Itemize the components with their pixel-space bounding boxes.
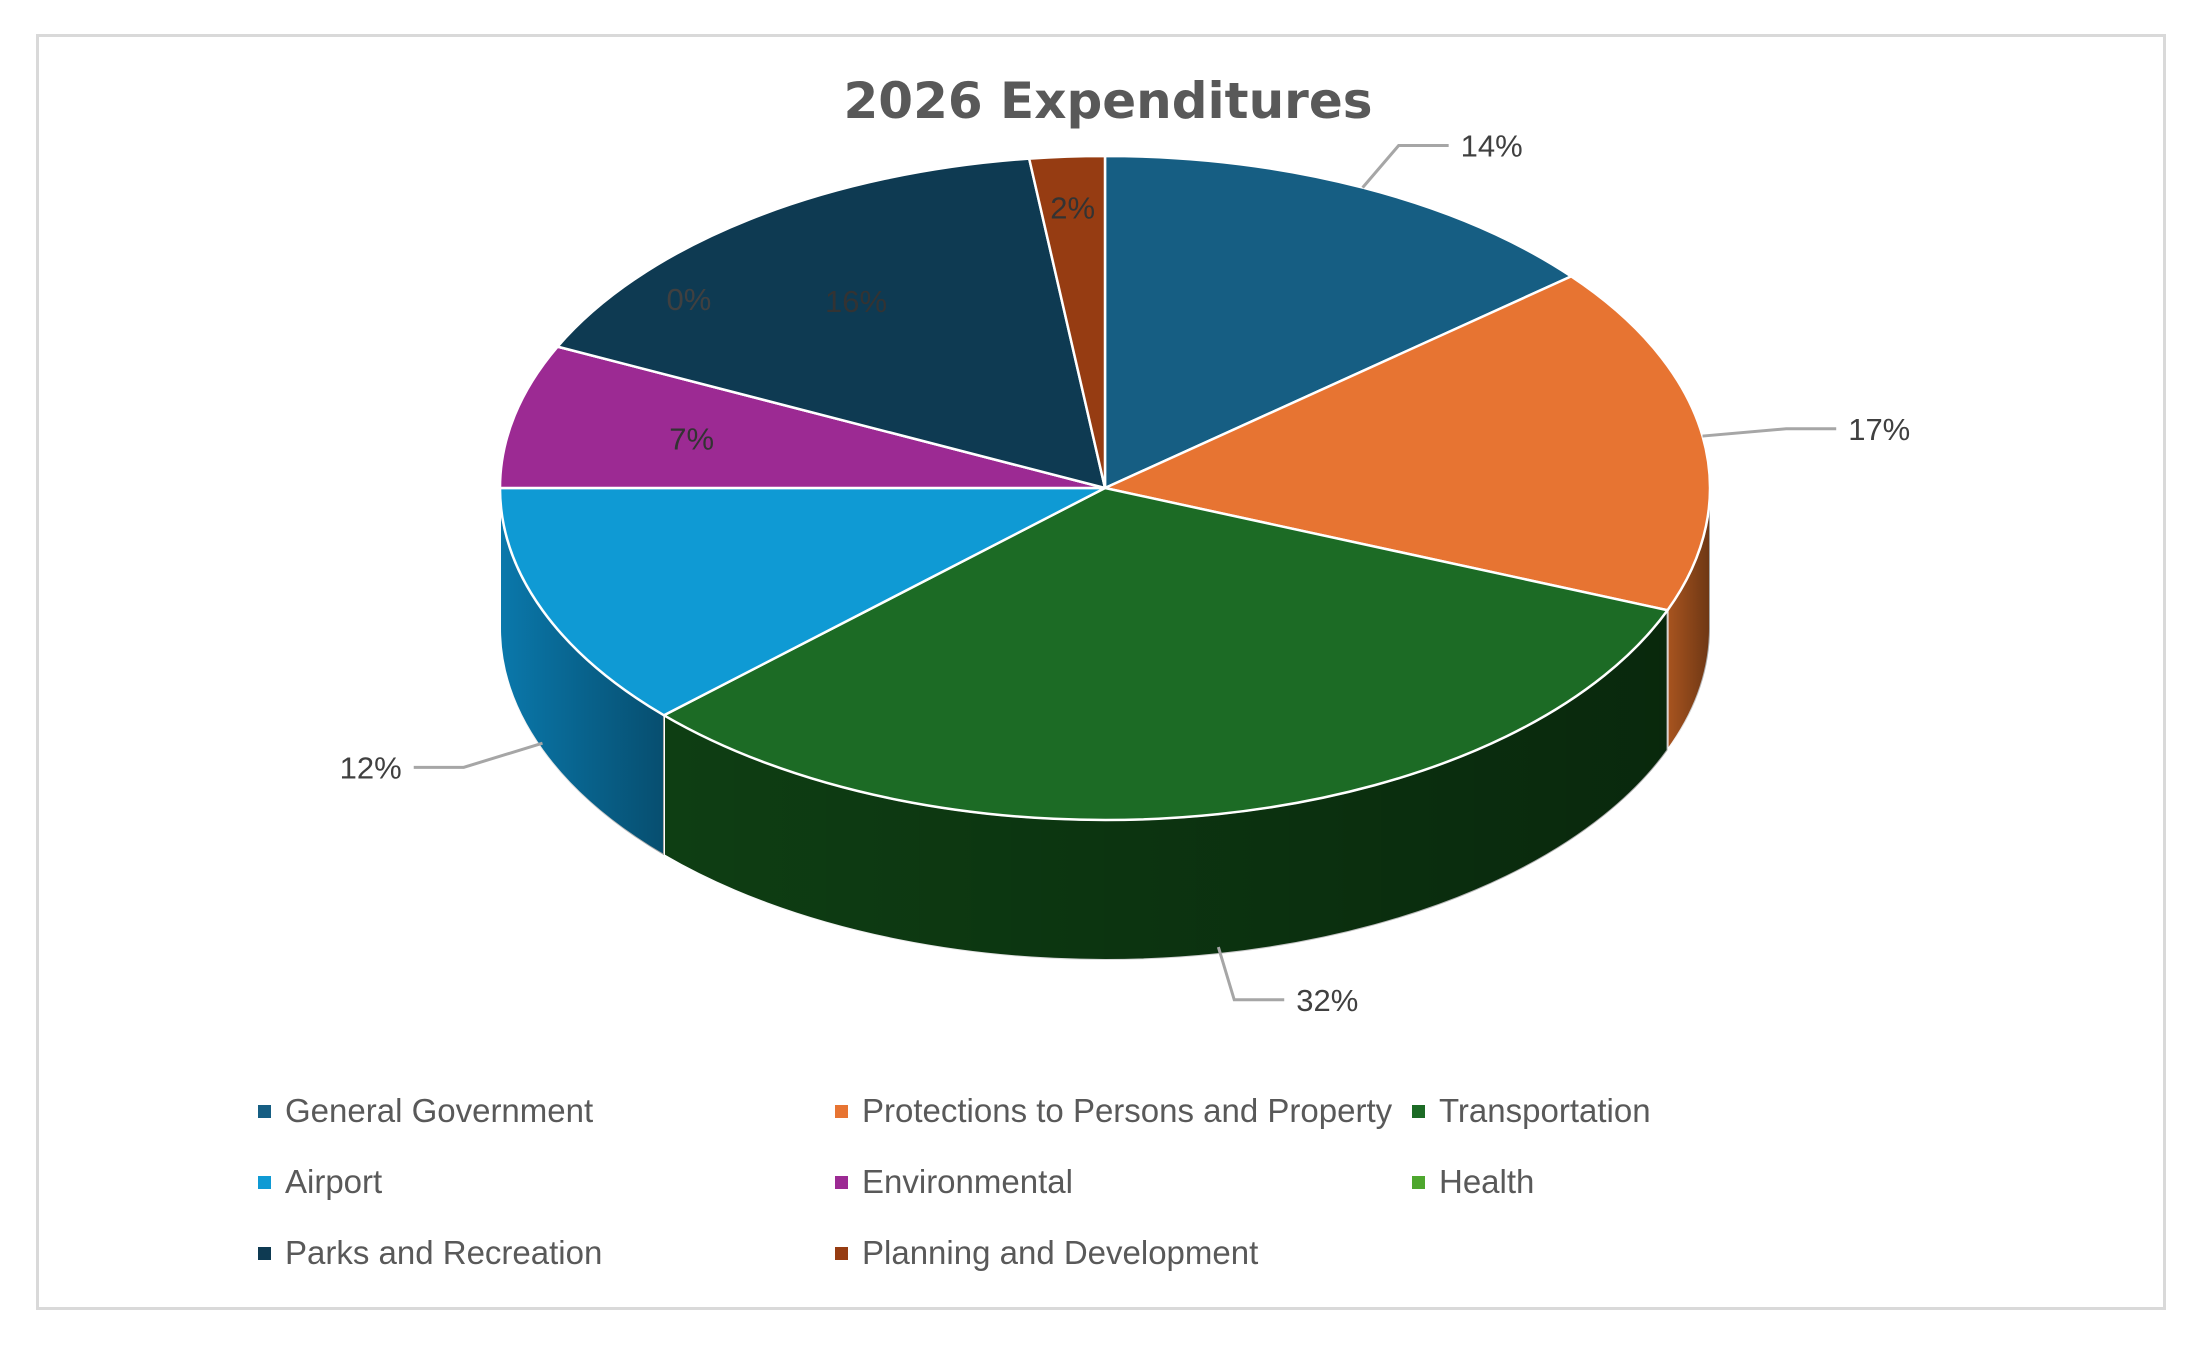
data-label-planning-and-development: 2% — [1050, 190, 1095, 225]
leader-line-protections-to-persons-and-property — [1702, 427, 1837, 438]
slice-planning-and-development[interactable] — [1027, 154, 1107, 490]
leader-lines — [413, 144, 1837, 1002]
data-label-protections-to-persons-and-property: 17% — [1848, 412, 1910, 447]
pie-slices — [498, 154, 1712, 822]
data-label-transportation: 32% — [1296, 983, 1358, 1018]
slice-environmental[interactable] — [498, 345, 1107, 490]
slice-protections-to-persons-and-property[interactable] — [1103, 275, 1712, 612]
leader-line-transportation — [1216, 946, 1285, 1002]
slice-general-government[interactable] — [1103, 154, 1573, 490]
slice-side-shade-airport — [500, 488, 664, 856]
data-label-health: 0% — [667, 282, 712, 317]
slice-airport[interactable] — [498, 486, 1107, 717]
data-labels: 14% 17% 32% 12% 7% 0% 16% 2% — [340, 129, 1911, 1018]
data-label-general-government: 14% — [1461, 129, 1523, 164]
leader-line-general-government — [1361, 144, 1449, 189]
leader-line-airport — [413, 741, 543, 769]
data-label-environmental: 7% — [669, 421, 714, 456]
slice-side-shade-transportation — [663, 610, 1668, 960]
data-label-airport: 12% — [340, 750, 402, 785]
slice-parks-and-recreation[interactable] — [556, 157, 1107, 490]
slice-transportation[interactable] — [662, 486, 1669, 822]
data-label-parks-and-recreation: 16% — [825, 284, 887, 319]
chart-title: 2026 Expenditures — [843, 72, 1372, 130]
